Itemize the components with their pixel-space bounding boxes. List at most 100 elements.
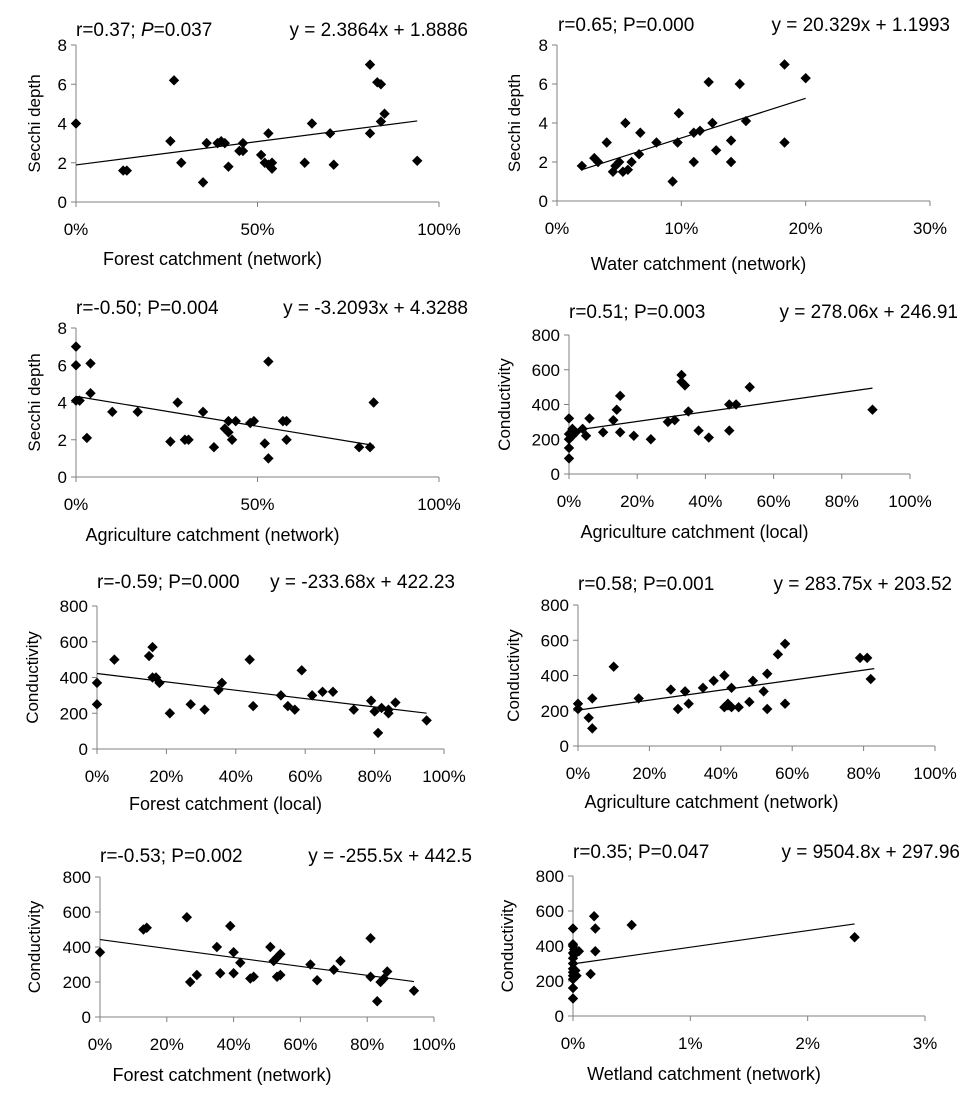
data-point bbox=[168, 75, 180, 86]
data-point bbox=[610, 160, 621, 172]
data-point bbox=[327, 686, 339, 697]
data-point bbox=[183, 434, 194, 445]
y-tick-label: 400 bbox=[63, 938, 91, 957]
y-tick-label: 0 bbox=[560, 737, 569, 756]
data-point bbox=[225, 920, 236, 932]
data-point bbox=[85, 387, 96, 399]
data-point bbox=[275, 690, 287, 701]
stat-r: r=0.37; bbox=[76, 20, 141, 41]
data-point bbox=[213, 684, 224, 696]
x-tick-label: 60% bbox=[775, 764, 809, 783]
panel-agriculture-network-conductivity: 0 200 400 600 800 0% 20% 40% 60% 80% 100% r=0.58; P… bbox=[504, 574, 957, 812]
x-tick-label: 0% bbox=[85, 767, 110, 786]
data-point bbox=[197, 406, 209, 418]
x-tick-label: 20% bbox=[632, 764, 666, 783]
data-point bbox=[854, 652, 866, 664]
y-tick-label: 200 bbox=[541, 702, 569, 721]
data-point bbox=[109, 654, 120, 665]
y-tick-label: 6 bbox=[58, 75, 67, 94]
data-point bbox=[365, 695, 377, 706]
data-point bbox=[744, 381, 755, 393]
y-tick-label: 400 bbox=[60, 669, 88, 688]
data-point bbox=[305, 959, 316, 970]
data-point bbox=[628, 430, 639, 441]
regression-equation: y = 283.75x + 203.52 bbox=[773, 574, 952, 595]
y-axis-label: Secchi depth bbox=[25, 74, 44, 172]
data-point bbox=[306, 118, 318, 129]
data-point bbox=[740, 115, 752, 127]
data-point bbox=[296, 665, 307, 676]
data-point bbox=[613, 156, 625, 168]
x-tick-label: 100% bbox=[417, 495, 460, 514]
x-tick-label: 20% bbox=[149, 767, 183, 786]
data-point bbox=[176, 157, 187, 168]
correlation-stats: r=0.65; P=0.000 bbox=[558, 15, 694, 36]
data-point bbox=[563, 413, 575, 424]
data-point bbox=[733, 702, 744, 713]
regression-equation: y = -3.2093x + 4.3288 bbox=[283, 298, 468, 319]
y-tick-label: 2 bbox=[539, 153, 548, 172]
data-point bbox=[235, 957, 246, 968]
data-point bbox=[365, 933, 376, 944]
y-tick-label: 600 bbox=[541, 631, 569, 650]
data-point bbox=[372, 727, 384, 739]
x-tick-label: 0% bbox=[545, 219, 570, 238]
y-tick-label: 8 bbox=[539, 36, 548, 55]
x-axis-label: Agriculture catchment (local) bbox=[580, 522, 808, 542]
data-point bbox=[572, 698, 584, 709]
data-point bbox=[165, 135, 176, 147]
data-point bbox=[567, 982, 579, 994]
data-point bbox=[707, 117, 718, 129]
x-tick-label: 80% bbox=[358, 767, 392, 786]
data-point bbox=[412, 155, 423, 166]
data-point bbox=[633, 149, 645, 160]
data-point bbox=[184, 976, 196, 988]
data-point bbox=[368, 397, 379, 408]
regression-equation: y = -233.68x + 422.23 bbox=[270, 572, 455, 593]
data-point bbox=[587, 723, 598, 734]
x-tick-label: 30% bbox=[913, 219, 947, 238]
y-tick-label: 200 bbox=[60, 704, 88, 723]
data-point bbox=[688, 127, 699, 138]
x-tick-label: 3% bbox=[913, 1034, 938, 1053]
y-tick-label: 600 bbox=[60, 633, 88, 652]
data-point bbox=[299, 157, 310, 168]
data-point bbox=[372, 996, 383, 1007]
data-point bbox=[584, 413, 595, 424]
data-point bbox=[576, 160, 588, 172]
data-point bbox=[583, 712, 594, 723]
y-axis-label: Conductivity bbox=[495, 358, 514, 451]
data-point bbox=[266, 157, 278, 168]
data-point bbox=[726, 682, 737, 694]
data-point bbox=[679, 686, 691, 697]
y-axis-label: Conductivity bbox=[498, 899, 517, 992]
data-point bbox=[567, 430, 578, 441]
x-tick-label: 20% bbox=[150, 1035, 184, 1054]
data-point bbox=[289, 704, 300, 715]
data-point bbox=[688, 156, 699, 168]
data-point bbox=[383, 704, 394, 715]
y-tick-label: 800 bbox=[541, 596, 569, 615]
x-tick-label: 40% bbox=[219, 767, 253, 786]
data-point bbox=[266, 163, 278, 174]
data-point bbox=[725, 135, 737, 146]
y-tick-label: 800 bbox=[532, 326, 560, 345]
data-point bbox=[673, 108, 685, 119]
y-tick-label: 200 bbox=[532, 430, 560, 449]
data-point bbox=[587, 693, 598, 704]
data-point bbox=[571, 970, 582, 981]
data-point bbox=[421, 715, 432, 726]
data-point bbox=[590, 923, 601, 934]
data-point bbox=[722, 700, 734, 711]
data-point bbox=[164, 708, 176, 719]
data-point bbox=[328, 964, 339, 975]
trendline bbox=[577, 668, 875, 711]
data-point bbox=[861, 652, 873, 664]
data-point bbox=[849, 932, 860, 943]
x-tick-label: 100% bbox=[913, 764, 956, 783]
data-point bbox=[683, 406, 694, 417]
data-point bbox=[208, 442, 220, 453]
regression-equation: y = 9504.8x + 297.96 bbox=[781, 842, 960, 863]
y-tick-label: 600 bbox=[532, 361, 560, 380]
